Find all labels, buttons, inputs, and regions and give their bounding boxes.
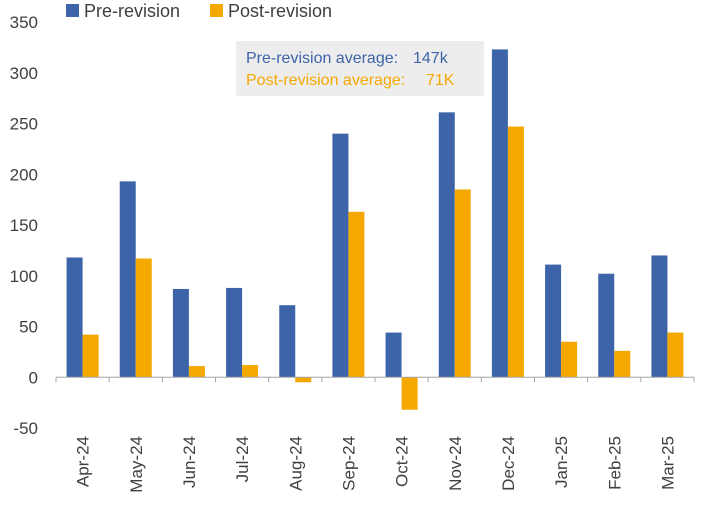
legend: Pre-revision Post-revision [66, 1, 332, 21]
bar-post-revision-sep-24 [348, 211, 365, 378]
annotation-post-label: Post-revision average: [246, 72, 405, 89]
y-tick-label: 50 [19, 318, 38, 337]
x-tick-label: Jul-24 [233, 436, 252, 482]
x-tick-label: Jun-24 [180, 436, 199, 488]
bar-pre-revision-oct-24 [385, 332, 402, 378]
bar-post-revision-jun-24 [188, 366, 205, 378]
x-tick-label: Mar-25 [658, 436, 677, 490]
annotation-box [236, 41, 484, 96]
annotation-post-value: 71K [426, 72, 455, 89]
bar-pre-revision-aug-24 [279, 305, 296, 378]
y-tick-label: 150 [10, 216, 38, 235]
y-tick-label: 300 [10, 64, 38, 83]
bar-post-revision-apr-24 [82, 334, 99, 378]
legend-label-post-revision: Post-revision [228, 1, 332, 21]
y-tick-label: 0 [29, 368, 38, 387]
y-axis: 350 300 250 200 150 100 50 0 -50 [10, 13, 38, 438]
bar-post-revision-may-24 [135, 258, 152, 378]
bar-pre-revision-nov-24 [438, 112, 455, 378]
legend-swatch-pre-revision [66, 4, 79, 17]
bar-pre-revision-sep-24 [332, 133, 349, 378]
x-tick-label: May-24 [127, 436, 146, 493]
bar-post-revision-feb-25 [614, 350, 631, 378]
x-tick-label: Sep-24 [339, 436, 358, 491]
bar-pre-revision-mar-25 [651, 255, 668, 378]
bar-post-revision-nov-24 [454, 189, 471, 378]
x-tick-label: Nov-24 [446, 436, 465, 491]
y-tick-label: 250 [10, 115, 38, 134]
bar-pre-revision-dec-24 [491, 49, 508, 378]
x-tick-label: Aug-24 [286, 436, 305, 491]
average-annotation: Pre-revision average: 147k Post-revision… [236, 41, 484, 96]
bar-post-revision-jan-25 [561, 341, 578, 378]
bar-pre-revision-jun-24 [172, 288, 189, 378]
x-tick-label: Jan-25 [552, 436, 571, 488]
bar-post-revision-mar-25 [667, 332, 684, 378]
bar-post-revision-aug-24 [295, 377, 312, 383]
annotation-pre-value: 147k [413, 50, 449, 67]
y-tick-label: 350 [10, 13, 38, 32]
x-tick-label: Dec-24 [499, 436, 518, 491]
y-tick-label: 100 [10, 267, 38, 286]
x-tick-label: Oct-24 [393, 436, 412, 487]
x-tick-label: Feb-25 [605, 436, 624, 490]
bar-post-revision-dec-24 [507, 126, 524, 378]
x-axis: Apr-24 May-24 Jun-24 Jul-24 Aug-24 Sep-24 Oct-… [55, 377, 695, 493]
bar-post-revision-jul-24 [242, 365, 259, 378]
bar-pre-revision-apr-24 [66, 257, 83, 378]
legend-swatch-post-revision [210, 4, 223, 17]
bar-pre-revision-feb-25 [598, 273, 615, 378]
y-tick-label: 200 [10, 165, 38, 184]
annotation-pre-label: Pre-revision average: [246, 50, 398, 67]
bars [66, 49, 684, 410]
bar-pre-revision-may-24 [119, 181, 136, 378]
legend-label-pre-revision: Pre-revision [84, 1, 180, 21]
y-tick-label: -50 [13, 419, 38, 438]
bar-pre-revision-jul-24 [226, 287, 243, 378]
bar-post-revision-oct-24 [401, 377, 418, 410]
bar-pre-revision-jan-25 [545, 264, 562, 378]
x-tick-label: Apr-24 [74, 436, 93, 487]
